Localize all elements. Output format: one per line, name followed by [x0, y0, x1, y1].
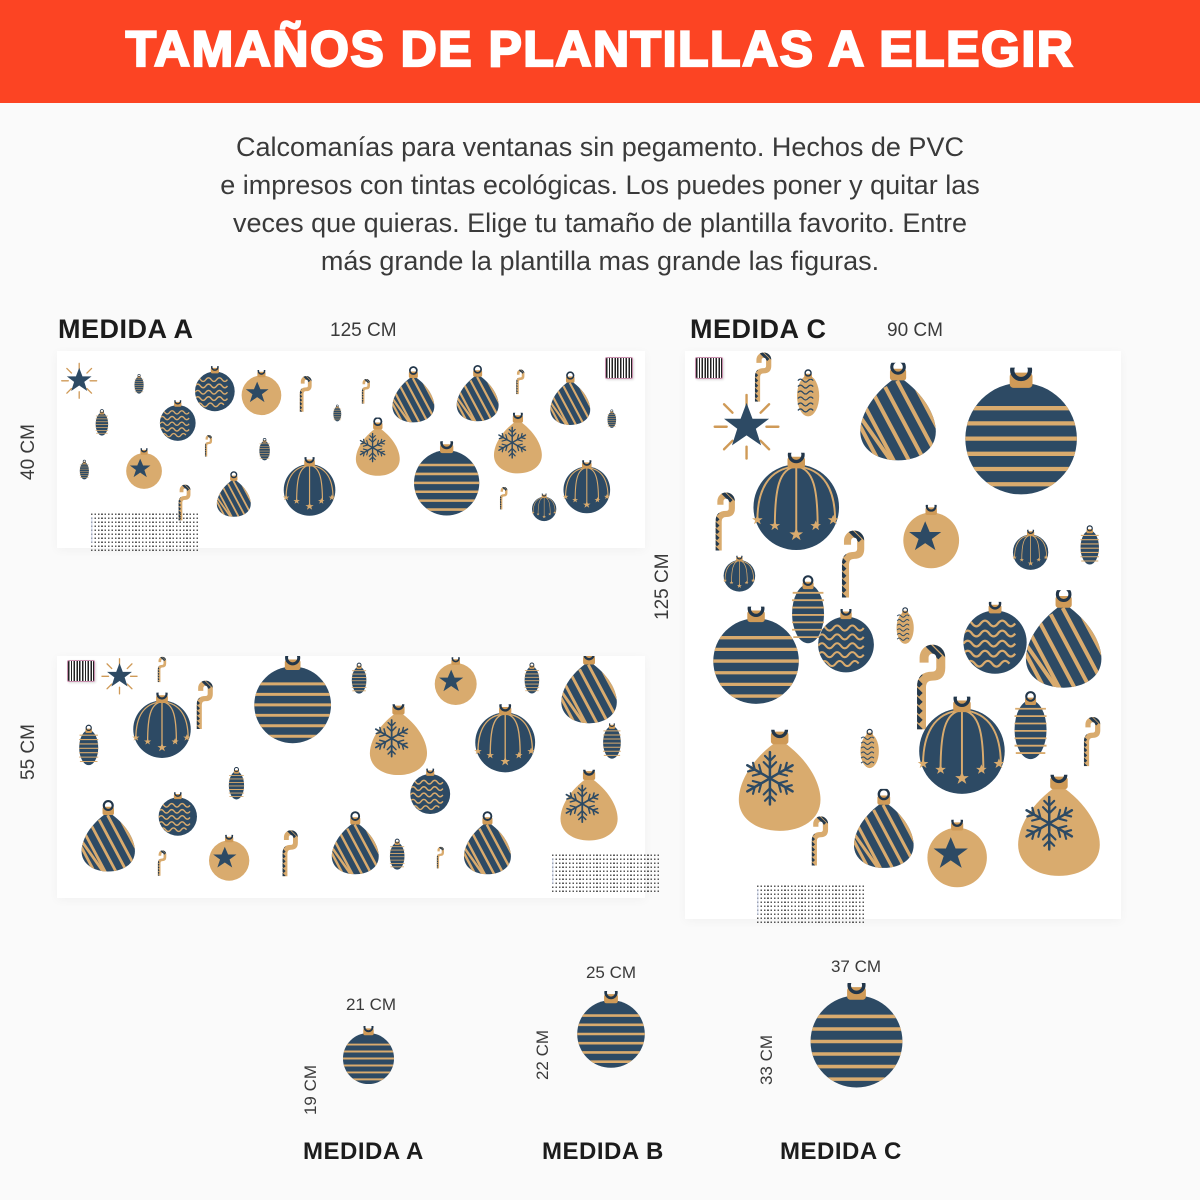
svg-text:22 CM: 22 CM	[533, 1030, 552, 1080]
svg-text:21 CM: 21 CM	[346, 995, 396, 1014]
svg-text:37 CM: 37 CM	[831, 957, 881, 976]
svg-text:19 CM: 19 CM	[301, 1065, 320, 1115]
svg-text:33 CM: 33 CM	[757, 1035, 776, 1085]
svg-text:25 CM: 25 CM	[586, 963, 636, 982]
